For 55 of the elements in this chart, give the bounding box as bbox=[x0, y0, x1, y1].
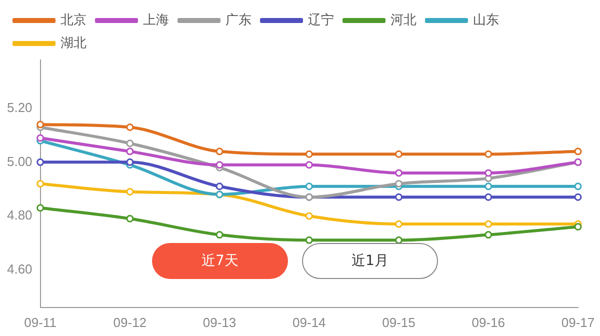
point bbox=[126, 214, 134, 222]
point bbox=[395, 193, 403, 201]
point bbox=[216, 148, 224, 156]
x-tick-label: 09-17 bbox=[561, 314, 595, 330]
point bbox=[216, 231, 224, 239]
point bbox=[216, 161, 224, 169]
point bbox=[36, 180, 44, 188]
legend-label: 辽宁 bbox=[308, 12, 334, 28]
point bbox=[395, 169, 403, 177]
point bbox=[305, 182, 313, 190]
point bbox=[484, 231, 492, 239]
legend-label: 广东 bbox=[226, 12, 252, 28]
legend-label: 河北 bbox=[390, 12, 416, 28]
point bbox=[305, 236, 313, 244]
point bbox=[216, 182, 224, 190]
y-tick-label: 4.60 bbox=[6, 261, 32, 276]
point bbox=[305, 150, 313, 158]
point bbox=[574, 222, 582, 230]
point bbox=[305, 212, 313, 220]
point bbox=[574, 193, 582, 201]
point bbox=[484, 169, 492, 177]
point bbox=[574, 148, 582, 156]
legend-label: 上海 bbox=[143, 12, 169, 28]
legend-label: 北京 bbox=[60, 12, 86, 28]
y-tick-label: 5.20 bbox=[6, 100, 32, 115]
point bbox=[36, 134, 44, 142]
point bbox=[126, 148, 134, 156]
legend-label: 湖北 bbox=[60, 35, 86, 50]
point bbox=[484, 193, 492, 201]
x-tick-label: 09-12 bbox=[113, 314, 147, 330]
point bbox=[484, 150, 492, 158]
point bbox=[574, 182, 582, 190]
point bbox=[126, 188, 134, 196]
point bbox=[36, 158, 44, 166]
point bbox=[126, 140, 134, 148]
point bbox=[484, 182, 492, 190]
x-tick-label: 09-14 bbox=[292, 314, 326, 330]
x-tick-label: 09-15 bbox=[382, 314, 416, 330]
point bbox=[36, 204, 44, 212]
x-tick-label: 09-16 bbox=[472, 314, 506, 330]
point bbox=[305, 161, 313, 169]
point bbox=[126, 158, 134, 166]
point bbox=[395, 220, 403, 228]
point bbox=[395, 236, 403, 244]
y-tick-label: 4.80 bbox=[6, 208, 32, 223]
y-tick-label: 5.00 bbox=[6, 154, 32, 169]
point bbox=[126, 123, 134, 131]
point bbox=[36, 120, 44, 128]
point bbox=[395, 180, 403, 188]
x-tick-label: 09-13 bbox=[202, 314, 236, 330]
point bbox=[395, 150, 403, 158]
x-tick-label: 09-11 bbox=[24, 314, 56, 330]
range-button[interactable]: 近1月 bbox=[302, 243, 438, 279]
legend-label: 山东 bbox=[473, 12, 499, 28]
point bbox=[484, 220, 492, 228]
